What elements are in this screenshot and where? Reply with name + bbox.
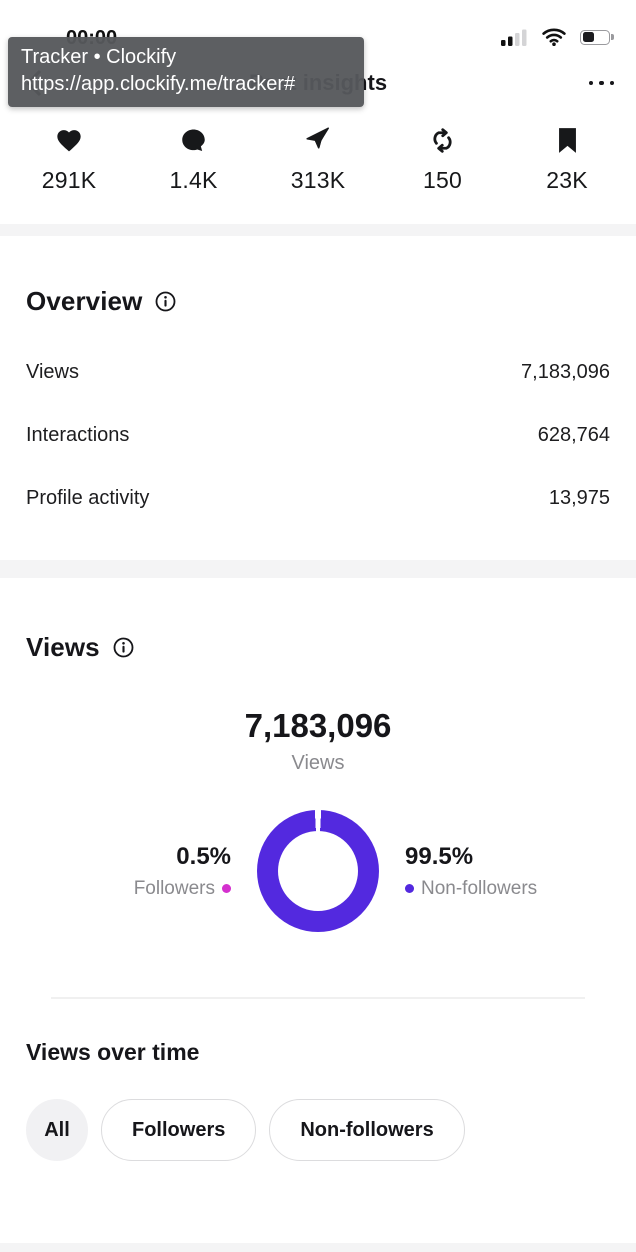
followers-label: Followers xyxy=(133,877,215,899)
reposts-count: 150 xyxy=(423,167,462,193)
share-icon xyxy=(304,126,332,154)
non-followers-legend: 99.5% Non-followers xyxy=(405,843,581,900)
donut-hole xyxy=(278,831,358,911)
ellipsis-icon xyxy=(588,80,593,86)
non-followers-label: Non-followers xyxy=(421,877,538,899)
followers-dot xyxy=(222,884,231,893)
info-icon[interactable] xyxy=(154,290,177,313)
views-title: Views xyxy=(26,632,100,662)
filter-non-followers-button[interactable]: Non-followers xyxy=(269,1099,465,1161)
wifi-icon xyxy=(542,28,566,46)
battery-icon xyxy=(580,29,614,45)
reposts-stat[interactable]: 150 xyxy=(410,126,476,194)
row-label: Views xyxy=(26,361,79,383)
overview-row-profile-activity: Profile activity 13,975 xyxy=(26,487,610,510)
followers-percent: 0.5% xyxy=(176,842,231,870)
filter-all-button[interactable]: All xyxy=(26,1099,88,1161)
tooltip-title: Tracker • Clockify xyxy=(21,46,177,68)
row-label: Profile activity xyxy=(26,487,150,509)
more-options-button[interactable] xyxy=(588,68,614,98)
row-value: 13,975 xyxy=(548,487,610,509)
views-donut-chart: 0.5% Followers 99.5% Non-followers xyxy=(26,803,610,939)
followers-legend: 0.5% Followers xyxy=(55,843,231,900)
overview-row-interactions: Interactions 628,764 xyxy=(26,424,610,447)
comment-icon xyxy=(180,126,207,154)
section-divider xyxy=(0,1243,636,1252)
views-total: 7,183,096 xyxy=(244,707,392,744)
non-followers-dot xyxy=(405,884,414,893)
row-label: Interactions xyxy=(26,424,130,446)
link-preview-tooltip: Tracker • Clockify https://app.clockify.… xyxy=(8,37,364,107)
divider-line xyxy=(51,997,585,999)
repost-icon xyxy=(429,126,456,154)
views-total-label: Views xyxy=(291,752,345,774)
overview-row-views: Views 7,183,096 xyxy=(26,361,610,384)
section-divider xyxy=(0,224,636,236)
views-section: Views 7,183,096 Views 0.5% Followers 99.… xyxy=(0,632,636,1161)
shares-stat[interactable]: 313K xyxy=(285,126,351,194)
section-divider xyxy=(0,560,636,578)
info-icon[interactable] xyxy=(112,636,135,659)
saves-stat[interactable]: 23K xyxy=(534,126,600,194)
cellular-signal-icon xyxy=(501,29,528,46)
overview-title: Overview xyxy=(26,286,143,316)
saves-count: 23K xyxy=(546,167,588,193)
views-over-time-title: Views over time xyxy=(26,1039,200,1065)
likes-count: 291K xyxy=(41,167,97,193)
engagement-stats-row: 291K 1.4K 313K 150 xyxy=(0,110,636,224)
bookmark-icon xyxy=(556,126,579,154)
shares-count: 313K xyxy=(290,167,346,193)
comments-stat[interactable]: 1.4K xyxy=(161,126,227,194)
likes-stat[interactable]: 291K xyxy=(36,126,102,194)
filter-followers-button[interactable]: Followers xyxy=(101,1099,257,1161)
views-donut-ring xyxy=(257,810,379,932)
non-followers-percent: 99.5% xyxy=(405,842,474,870)
overview-section: Overview Views 7,183,096 Interactions 62… xyxy=(0,286,636,560)
row-value: 7,183,096 xyxy=(521,361,610,383)
row-value: 628,764 xyxy=(537,424,610,446)
filter-pills: All Followers Non-followers xyxy=(26,1099,610,1161)
tooltip-url: https://app.clockify.me/tracker# xyxy=(21,73,296,95)
heart-icon xyxy=(55,126,83,154)
comments-count: 1.4K xyxy=(169,167,218,193)
